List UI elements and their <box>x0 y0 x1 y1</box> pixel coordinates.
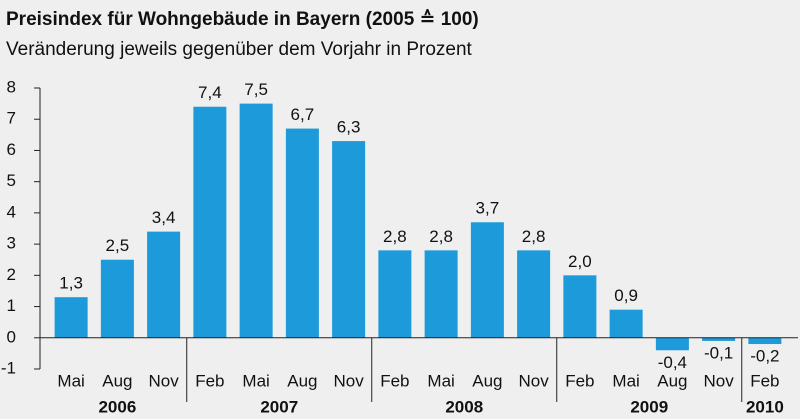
x-tick-label: Mai <box>57 371 84 390</box>
bar <box>655 337 689 351</box>
bar <box>424 250 458 338</box>
bar <box>147 231 181 338</box>
value-label: -0,1 <box>704 343 733 362</box>
x-tick-label: Feb <box>380 371 409 390</box>
bar <box>609 309 643 338</box>
value-label: 7,5 <box>244 80 268 99</box>
bar <box>100 259 134 338</box>
value-label: 3,4 <box>152 208 176 227</box>
value-label: 2,8 <box>429 227 453 246</box>
x-tick-label: Aug <box>287 371 317 390</box>
y-tick-label: 0 <box>7 327 16 346</box>
x-tick-label: Nov <box>704 371 735 390</box>
x-tick-label: Aug <box>472 371 502 390</box>
y-tick-label: 6 <box>7 140 16 159</box>
x-tick-label: Aug <box>102 371 132 390</box>
year-label: 2009 <box>630 397 668 416</box>
bar <box>563 275 597 338</box>
value-label: -0,2 <box>750 347 779 366</box>
y-tick-label: 3 <box>7 234 16 253</box>
bar <box>517 250 551 338</box>
x-tick-label: Aug <box>657 371 687 390</box>
year-label: 2007 <box>260 397 298 416</box>
x-tick-label: Mai <box>242 371 269 390</box>
y-tick-label: 1 <box>7 296 16 315</box>
x-tick-label: Nov <box>334 371 365 390</box>
value-label: 2,8 <box>383 227 407 246</box>
value-label: 0,9 <box>614 286 638 305</box>
y-tick-label: 5 <box>7 171 16 190</box>
x-tick-label: Feb <box>195 371 224 390</box>
bar <box>332 141 366 338</box>
bar <box>239 103 273 338</box>
bar <box>748 337 782 345</box>
x-tick-label: Feb <box>565 371 594 390</box>
x-tick-label: Nov <box>519 371 550 390</box>
value-label: 6,3 <box>337 118 361 137</box>
y-tick-label: -1 <box>1 358 16 377</box>
y-tick-label: 8 <box>7 77 16 96</box>
bar <box>702 337 736 341</box>
y-tick-label: 7 <box>7 109 16 128</box>
value-label: 2,0 <box>568 252 592 271</box>
value-label: 1,3 <box>59 274 83 293</box>
value-label: 6,7 <box>291 105 315 124</box>
value-label: 3,7 <box>476 199 500 218</box>
x-tick-label: Nov <box>149 371 180 390</box>
bar <box>54 297 88 338</box>
year-label: 2006 <box>98 397 136 416</box>
x-tick-label: Mai <box>427 371 454 390</box>
value-label: 2,8 <box>522 227 546 246</box>
y-tick-label: 4 <box>7 202 16 221</box>
value-label: 7,4 <box>198 83 222 102</box>
chart-subtitle: Veränderung jeweils gegenüber dem Vorjah… <box>6 39 473 60</box>
x-tick-label: Feb <box>750 371 779 390</box>
x-tick-label: Mai <box>612 371 639 390</box>
bar <box>285 128 319 338</box>
chart-title: Preisindex für Wohngebäude in Bayern (20… <box>6 9 479 30</box>
year-label: 2010 <box>746 397 784 416</box>
bar <box>378 250 412 338</box>
value-label: -0,4 <box>658 353 687 372</box>
bar <box>193 106 227 338</box>
y-tick-label: 2 <box>7 265 16 284</box>
bar <box>470 222 504 338</box>
year-label: 2008 <box>445 397 483 416</box>
value-label: 2,5 <box>106 236 130 255</box>
